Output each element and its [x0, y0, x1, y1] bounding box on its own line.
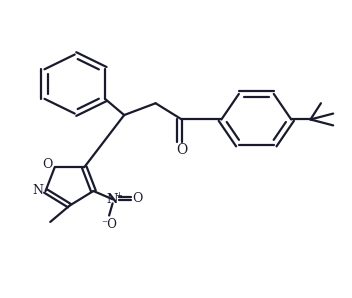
- Text: O: O: [133, 192, 143, 205]
- Text: O: O: [176, 143, 187, 157]
- Text: ⁻O: ⁻O: [101, 218, 117, 231]
- Text: N: N: [107, 193, 118, 206]
- Text: +: +: [115, 191, 122, 200]
- Text: N: N: [32, 184, 43, 198]
- Text: O: O: [42, 158, 52, 171]
